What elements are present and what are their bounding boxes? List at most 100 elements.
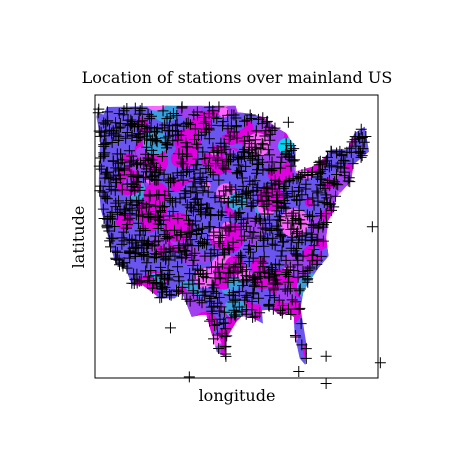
station-marker: [178, 120, 190, 132]
station-marker: [102, 166, 114, 178]
station-marker: [242, 186, 254, 198]
station-marker: [339, 155, 351, 167]
station-marker: [214, 232, 226, 244]
station-marker: [154, 279, 166, 291]
station-marker: [119, 209, 131, 221]
station-marker: [227, 265, 239, 277]
station-marker: [214, 273, 226, 285]
station-marker: [120, 132, 132, 144]
station-marker: [146, 282, 158, 294]
station-marker: [295, 217, 307, 229]
station-marker: [144, 274, 156, 286]
station-marker: [279, 180, 291, 192]
station-marker: [105, 241, 117, 253]
station-marker: [204, 295, 216, 307]
station-marker: [208, 230, 220, 242]
station-marker: [297, 266, 309, 278]
region-patch: [224, 297, 246, 319]
station-marker: [274, 305, 286, 317]
x-axis-label: longitude: [199, 386, 276, 405]
station-marker: [322, 177, 334, 189]
station-marker: [212, 145, 224, 157]
station-marker: [163, 185, 175, 197]
station-marker: [202, 160, 214, 172]
station-marker: [235, 166, 247, 178]
station-marker: [255, 255, 267, 267]
station-marker: [293, 285, 305, 297]
station-marker: [248, 288, 260, 300]
station-marker: [320, 189, 332, 201]
station-marker: [129, 102, 141, 114]
station-marker: [280, 188, 292, 200]
station-marker: [192, 263, 204, 275]
station-marker: [180, 137, 192, 149]
station-marker: [129, 242, 141, 254]
station-marker: [315, 173, 327, 185]
station-marker: [258, 200, 270, 212]
station-marker: [155, 261, 167, 273]
station-marker: [211, 318, 223, 330]
station-marker: [285, 140, 297, 152]
station-marker: [242, 243, 254, 255]
station-marker: [113, 169, 125, 181]
station-marker: [149, 239, 161, 251]
station-marker: [170, 119, 182, 131]
station-marker: [149, 133, 161, 145]
station-marker: [332, 179, 344, 191]
station-marker: [355, 123, 367, 135]
station-marker: [213, 174, 225, 186]
station-marker: [236, 198, 248, 210]
station-marker: [195, 209, 207, 221]
station-marker: [293, 170, 305, 182]
station-marker: [292, 225, 304, 237]
station-marker: [233, 286, 245, 298]
station-marker: [165, 177, 177, 189]
station-marker: [145, 121, 157, 133]
station-marker: [247, 287, 259, 299]
station-marker: [267, 303, 279, 315]
station-marker: [120, 207, 132, 219]
station-marker: [275, 214, 287, 226]
station-marker: [236, 305, 248, 317]
station-marker: [241, 220, 253, 232]
station-marker: [285, 160, 297, 172]
station-marker: [144, 190, 156, 202]
station-marker: [255, 230, 267, 242]
station-marker: [228, 304, 240, 316]
station-marker: [271, 205, 283, 217]
station-marker: [110, 253, 122, 265]
station-marker: [181, 150, 193, 162]
station-marker: [325, 159, 337, 171]
station-marker: [239, 294, 251, 306]
station-marker: [249, 134, 261, 146]
station-marker: [299, 270, 311, 282]
station-marker: [307, 192, 319, 204]
station-marker: [188, 196, 200, 208]
station-marker: [156, 151, 168, 163]
station-marker: [223, 289, 235, 301]
station-marker: [113, 163, 125, 175]
station-marker: [159, 137, 171, 149]
station-marker: [221, 330, 233, 342]
station-marker: [238, 115, 250, 127]
station-marker: [163, 130, 175, 142]
station-marker: [311, 234, 323, 246]
station-marker: [264, 134, 276, 146]
station-marker: [198, 117, 210, 129]
station-marker: [131, 277, 143, 289]
station-marker: [259, 130, 271, 142]
station-marker: [255, 189, 267, 201]
station-marker: [185, 202, 197, 214]
station-marker: [302, 170, 314, 182]
station-marker: [299, 234, 311, 246]
station-marker: [288, 190, 300, 202]
station-marker: [240, 160, 252, 172]
station-marker: [175, 156, 187, 168]
station-marker: [282, 116, 294, 128]
station-marker: [231, 132, 243, 144]
station-marker: [230, 310, 242, 322]
station-marker: [308, 240, 320, 252]
station-marker: [252, 272, 264, 284]
station-marker: [197, 146, 209, 158]
station-marker: [126, 129, 138, 141]
